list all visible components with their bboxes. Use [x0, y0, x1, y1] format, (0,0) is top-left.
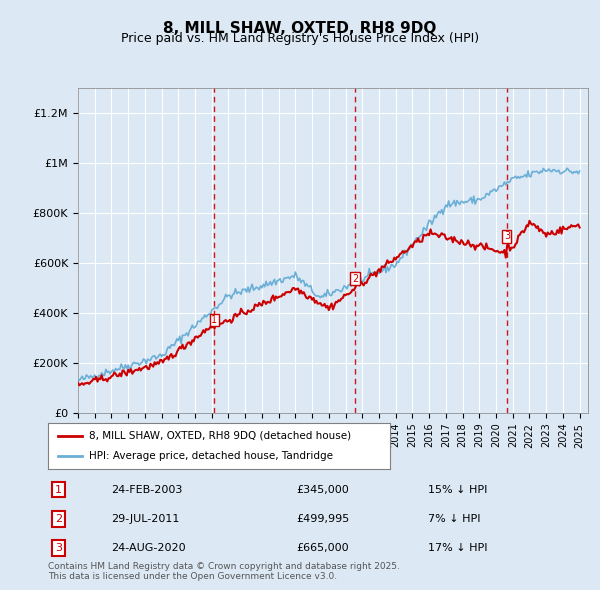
Text: £499,995: £499,995 — [296, 514, 349, 524]
Text: £665,000: £665,000 — [296, 543, 349, 553]
Text: 29-JUL-2011: 29-JUL-2011 — [112, 514, 180, 524]
Text: 24-FEB-2003: 24-FEB-2003 — [112, 484, 183, 494]
Text: Price paid vs. HM Land Registry's House Price Index (HPI): Price paid vs. HM Land Registry's House … — [121, 32, 479, 45]
Text: 24-AUG-2020: 24-AUG-2020 — [112, 543, 186, 553]
Text: 3: 3 — [504, 231, 510, 241]
Text: 8, MILL SHAW, OXTED, RH8 9DQ (detached house): 8, MILL SHAW, OXTED, RH8 9DQ (detached h… — [89, 431, 351, 441]
Text: 1: 1 — [55, 484, 62, 494]
Text: Contains HM Land Registry data © Crown copyright and database right 2025.
This d: Contains HM Land Registry data © Crown c… — [48, 562, 400, 581]
Text: 8, MILL SHAW, OXTED, RH8 9DQ: 8, MILL SHAW, OXTED, RH8 9DQ — [163, 21, 437, 35]
Text: £345,000: £345,000 — [296, 484, 349, 494]
Text: 2: 2 — [55, 514, 62, 524]
Text: 2: 2 — [352, 274, 358, 284]
Text: 17% ↓ HPI: 17% ↓ HPI — [428, 543, 488, 553]
Text: HPI: Average price, detached house, Tandridge: HPI: Average price, detached house, Tand… — [89, 451, 333, 461]
Text: 15% ↓ HPI: 15% ↓ HPI — [428, 484, 488, 494]
Text: 7% ↓ HPI: 7% ↓ HPI — [428, 514, 481, 524]
Text: 1: 1 — [211, 315, 217, 325]
Text: 3: 3 — [55, 543, 62, 553]
